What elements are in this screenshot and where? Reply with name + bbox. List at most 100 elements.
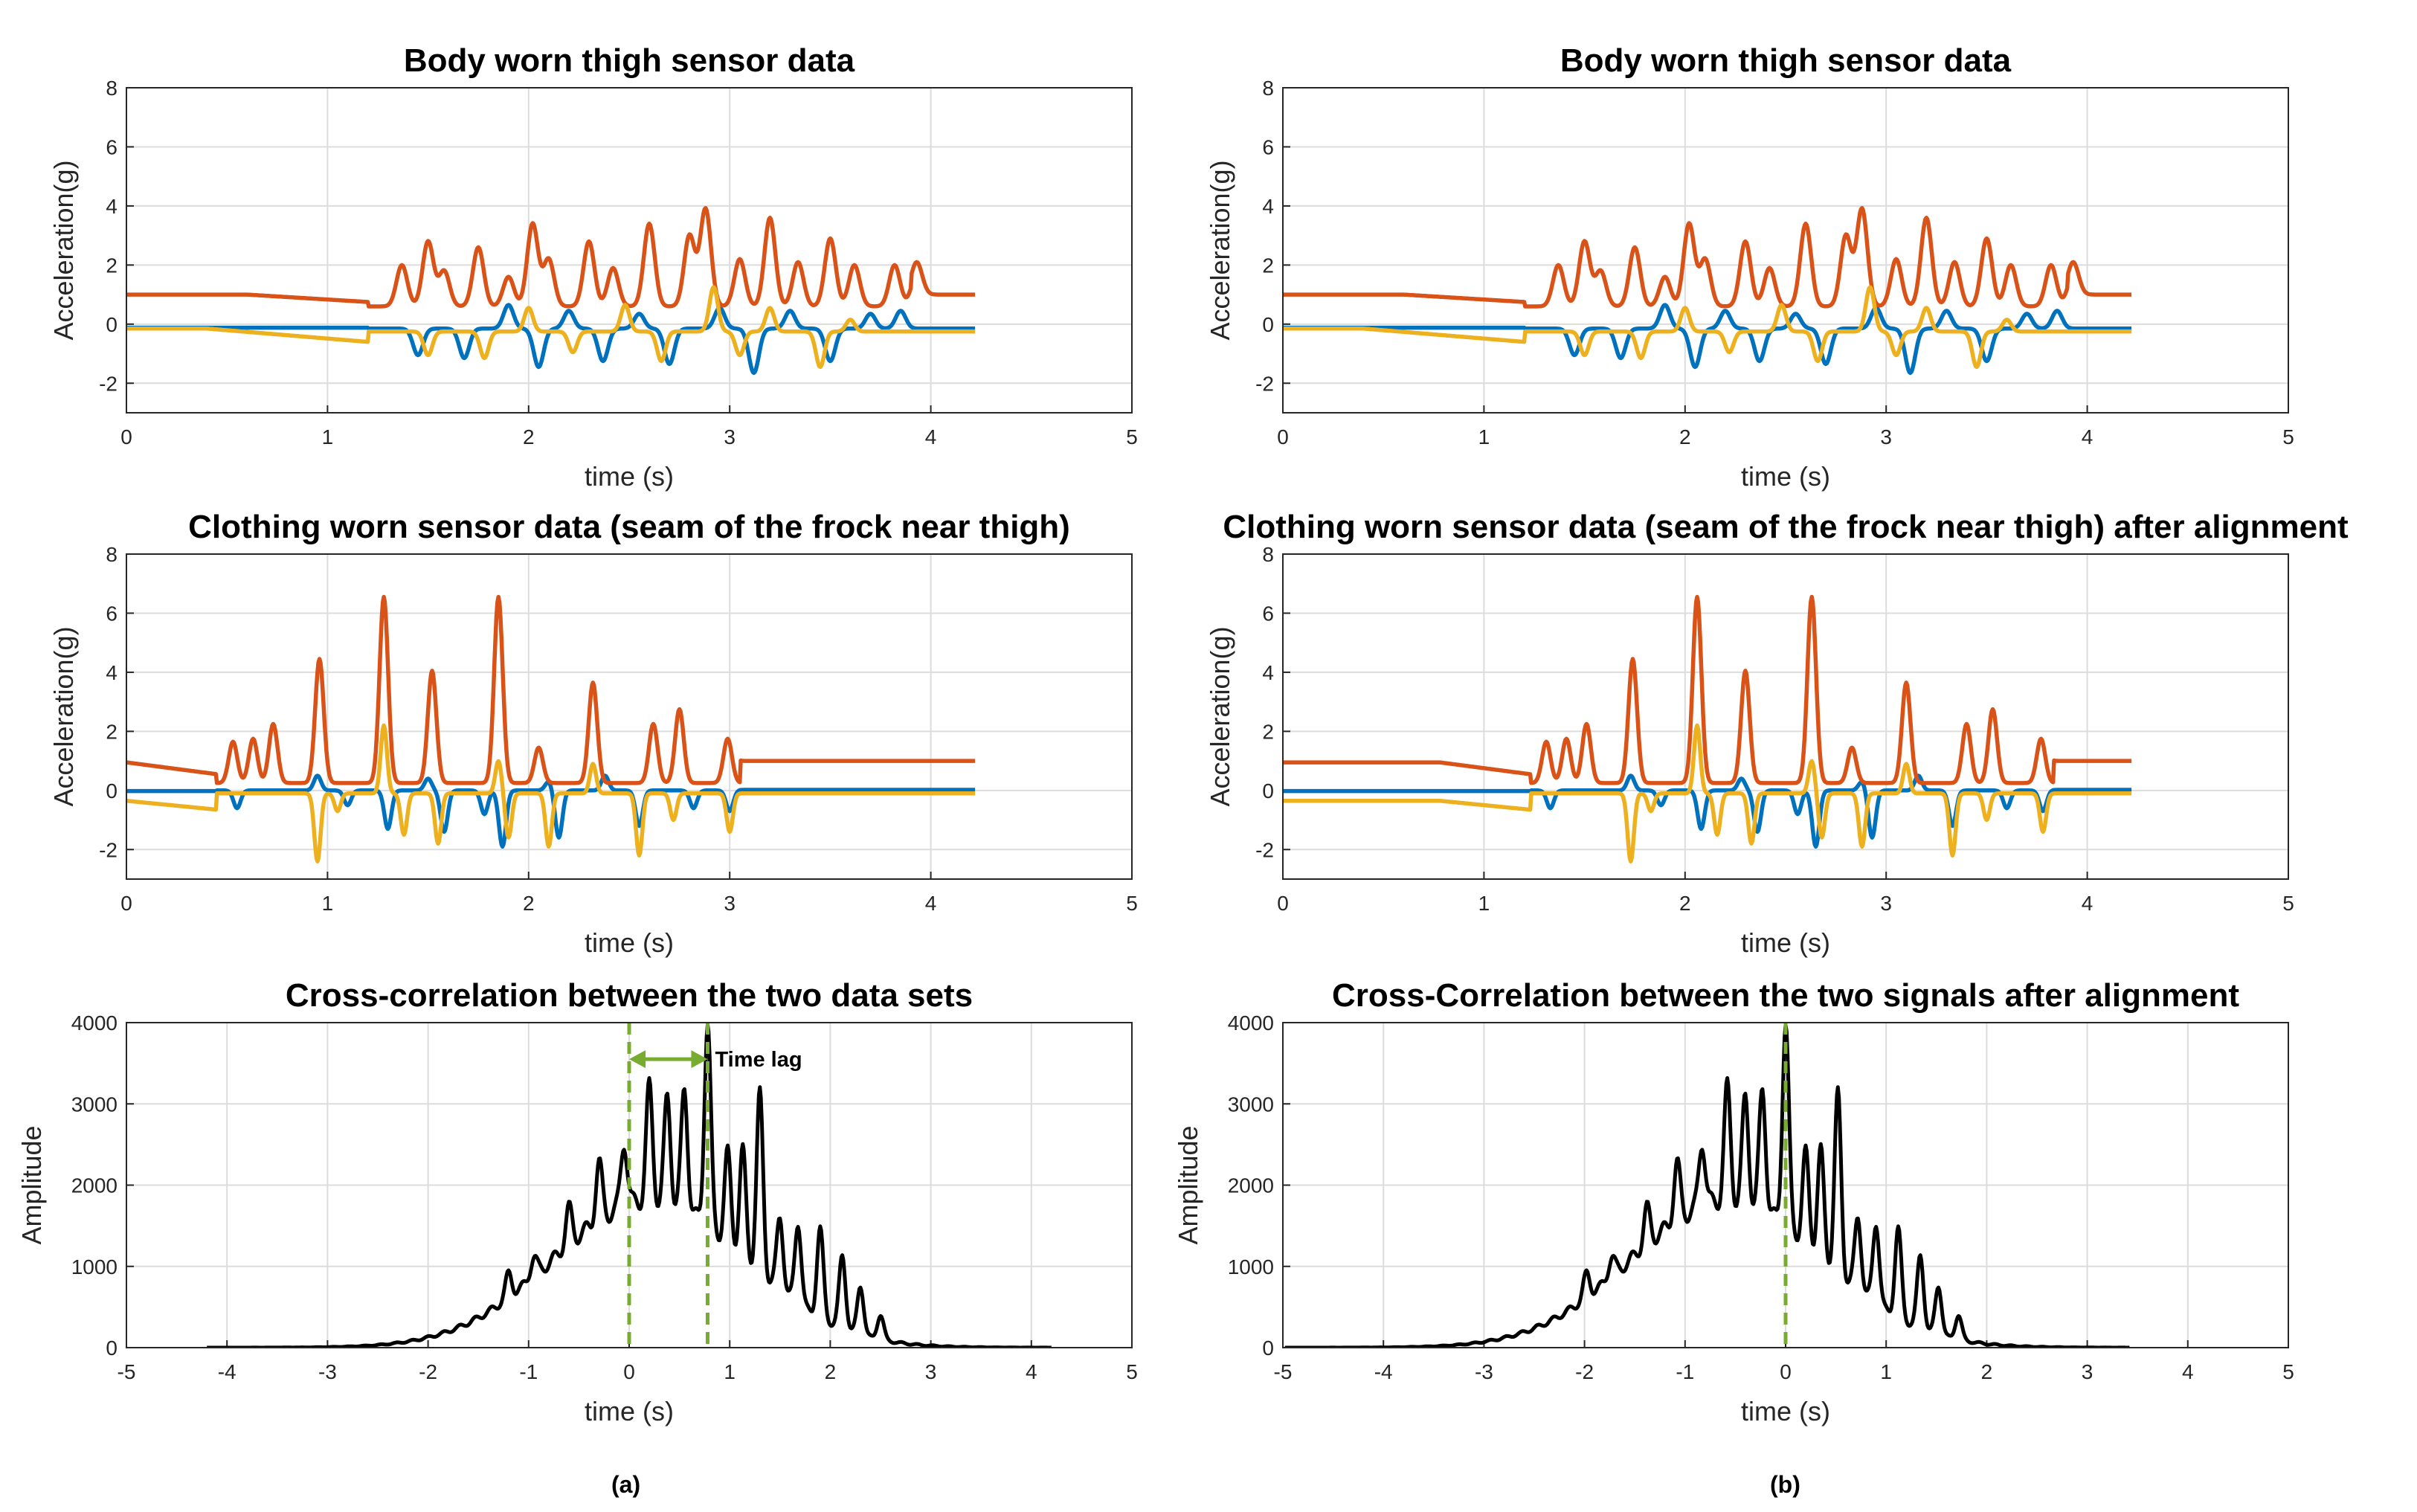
series-line-y-axis xyxy=(1283,205,2133,309)
x-tick-label: 0 xyxy=(120,892,132,915)
y-tick-label: -2 xyxy=(99,838,118,861)
y-tick-label: 4 xyxy=(106,661,118,684)
y-tick-label: 0 xyxy=(1262,1336,1274,1360)
x-axis-label: time (s) xyxy=(1741,927,1830,958)
panel-label-a: (a) xyxy=(611,1471,641,1498)
x-tick-label: -5 xyxy=(1274,1360,1293,1383)
y-tick-label: 2000 xyxy=(1228,1174,1274,1197)
x-tick-label: -3 xyxy=(318,1360,337,1383)
y-tick-label: 0 xyxy=(1262,779,1274,802)
x-tick-label: 5 xyxy=(2282,1360,2294,1383)
y-tick-label: 4 xyxy=(1262,661,1274,684)
x-tick-label: 1 xyxy=(1478,425,1490,448)
chart-title: Body worn thigh sensor data xyxy=(404,42,855,79)
x-axis-label: time (s) xyxy=(1741,1396,1830,1426)
plot-area xyxy=(1283,554,2288,879)
plot-border xyxy=(1282,553,2289,880)
plot-area xyxy=(1283,88,2288,413)
y-tick-label: 0 xyxy=(106,1336,118,1360)
y-tick-label: -2 xyxy=(1255,838,1274,861)
y-tick-label: 2 xyxy=(106,254,118,277)
y-tick-label: 6 xyxy=(1262,135,1274,158)
y-tick-label: 2000 xyxy=(71,1174,118,1197)
chart-title: Cross-Correlation between the two signal… xyxy=(1332,977,2239,1014)
y-tick-label: 4 xyxy=(106,195,118,218)
series-line-y-axis xyxy=(126,594,976,785)
x-tick-label: 0 xyxy=(1277,892,1289,915)
x-tick-label: 0 xyxy=(120,425,132,448)
y-tick-label: -2 xyxy=(1255,372,1274,395)
x-tick-label: 3 xyxy=(724,892,736,915)
chart-title: Clothing worn sensor data (seam of the f… xyxy=(188,509,1070,545)
series-line-x-axis xyxy=(126,773,976,849)
series-line-y-axis xyxy=(1283,594,2133,785)
x-tick-label: 5 xyxy=(1126,1360,1138,1383)
x-tick-label: 2 xyxy=(825,1360,837,1383)
time-lag-arrowhead-left xyxy=(629,1050,646,1069)
chart-a3: -5 -4 -3 -2 -1 0 1 2 3 4 5 0 1000 2000 3000 4000 Time la… xyxy=(16,977,1138,1426)
series-line-z-axis xyxy=(1283,285,2133,370)
y-tick-label: 1000 xyxy=(71,1255,118,1278)
x-tick-label: -4 xyxy=(1374,1360,1393,1383)
x-tick-label: 4 xyxy=(1026,1360,1037,1383)
x-axis-label: time (s) xyxy=(585,461,674,492)
y-tick-label: 6 xyxy=(106,602,118,625)
x-tick-label: 2 xyxy=(523,425,535,448)
x-axis-label: time (s) xyxy=(585,927,674,958)
x-tick-label: 1 xyxy=(322,425,334,448)
x-tick-label: 5 xyxy=(1126,425,1138,448)
y-tick-label: 6 xyxy=(106,135,118,158)
x-tick-label: -2 xyxy=(1575,1360,1594,1383)
y-tick-label: 2 xyxy=(1262,720,1274,743)
x-tick-label: -5 xyxy=(118,1360,136,1383)
x-tick-label: 4 xyxy=(925,892,937,915)
series-line-x-axis xyxy=(1283,773,2133,849)
x-tick-label: 0 xyxy=(1780,1360,1792,1383)
y-tick-label: 1000 xyxy=(1228,1255,1274,1278)
plot-border xyxy=(126,87,1133,414)
x-tick-label: 1 xyxy=(724,1360,736,1383)
y-tick-label: 0 xyxy=(1262,313,1274,336)
chart-title: Body worn thigh sensor data xyxy=(1560,42,2012,79)
series-group xyxy=(1283,594,2133,863)
chart-b1: 0 1 2 3 4 5 -2 0 2 4 6 8 Body worn thigh sensor data… xyxy=(1205,42,2294,492)
x-tick-label: 2 xyxy=(1679,892,1691,915)
series-line-z-axis xyxy=(1283,723,2133,863)
chart-a1: 0 1 2 3 4 5 -2 0 2 4 6 8 Body worn thigh sensor data… xyxy=(48,42,1138,492)
x-tick-label: 5 xyxy=(1126,892,1138,915)
y-tick-label: 4000 xyxy=(71,1011,118,1035)
y-tick-label: -2 xyxy=(99,372,118,395)
series-line-cross-correlation xyxy=(1284,1023,2131,1348)
series-line-z-axis xyxy=(126,285,976,370)
x-tick-label: 4 xyxy=(2182,1360,2194,1383)
y-axis-label: Amplitude xyxy=(16,1125,47,1244)
x-tick-label: 1 xyxy=(322,892,334,915)
chart-b3: -5 -4 -3 -2 -1 0 1 2 3 4 5 0 1000 2000 3000 4000 Cross-C… xyxy=(1173,977,2294,1426)
x-tick-label: 2 xyxy=(523,892,535,915)
x-tick-label: -1 xyxy=(519,1360,538,1383)
y-axis-label: Acceleration(g) xyxy=(48,626,79,806)
series-group xyxy=(126,594,976,863)
y-tick-label: 2 xyxy=(1262,254,1274,277)
y-tick-label: 8 xyxy=(1262,77,1274,100)
y-tick-label: 0 xyxy=(106,779,118,802)
x-tick-label: 0 xyxy=(623,1360,635,1383)
y-tick-label: 6 xyxy=(1262,602,1274,625)
series-group xyxy=(1283,205,2133,376)
plot-border xyxy=(1282,1022,2289,1348)
x-tick-label: 5 xyxy=(2282,425,2294,448)
chart-title: Cross-correlation between the two data s… xyxy=(286,977,973,1014)
chart-a2: 0 1 2 3 4 5 -2 0 2 4 6 8 Clothing worn sensor data (… xyxy=(48,509,1138,958)
y-axis-label: Acceleration(g) xyxy=(1205,160,1235,340)
chart-title: Clothing worn sensor data (seam of the f… xyxy=(1223,509,2349,545)
x-tick-label: 1 xyxy=(1880,1360,1892,1383)
x-tick-label: 2 xyxy=(1679,425,1691,448)
y-tick-label: 0 xyxy=(106,313,118,336)
x-tick-label: 3 xyxy=(2082,1360,2093,1383)
x-tick-label: -2 xyxy=(419,1360,437,1383)
series-line-z-axis xyxy=(126,723,976,863)
x-tick-label: 3 xyxy=(1880,892,1892,915)
x-tick-label: 5 xyxy=(2282,892,2294,915)
